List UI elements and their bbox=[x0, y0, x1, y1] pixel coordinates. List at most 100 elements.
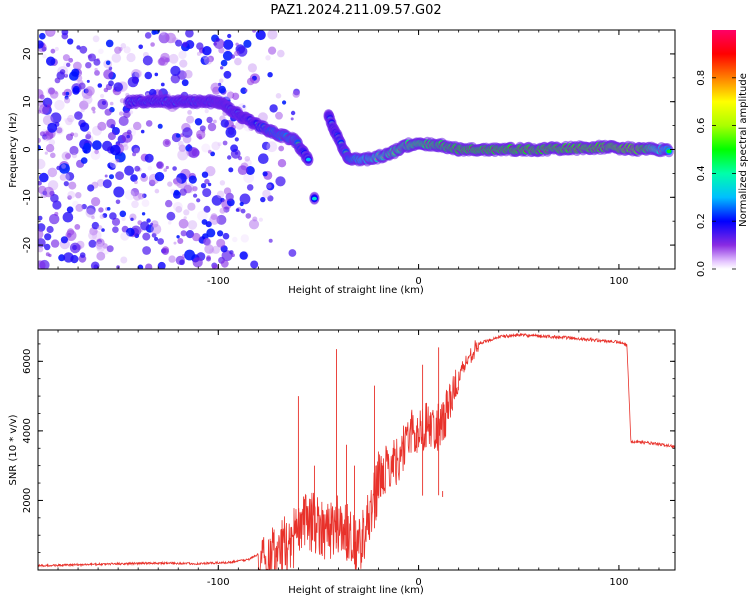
spectrogram-speckle bbox=[130, 174, 138, 182]
spectrogram-speckle bbox=[62, 91, 67, 96]
spectrogram-speckle bbox=[194, 118, 203, 126]
spectrogram-speckle bbox=[220, 119, 229, 128]
spectrogram-speckle bbox=[91, 221, 100, 230]
spectrogram-speckle bbox=[73, 61, 82, 71]
spectrogram-speckle bbox=[160, 52, 170, 63]
snr-xlabel: Height of straight line (km) bbox=[288, 585, 424, 596]
spectrogram-speckle bbox=[166, 211, 176, 221]
spectrogram-speckle bbox=[222, 140, 228, 146]
spectrogram-speckle bbox=[258, 217, 263, 222]
spectrogram-speckle bbox=[98, 48, 104, 55]
spectrogram-speckle bbox=[76, 45, 81, 50]
spectrogram-speckle bbox=[130, 217, 134, 221]
spectrogram-speckle bbox=[56, 165, 61, 171]
spectrogram-speckle bbox=[278, 145, 285, 152]
spectrogram-speckle bbox=[46, 56, 56, 66]
spectrogram-speckle bbox=[80, 107, 85, 113]
spectrogram-speckle bbox=[141, 199, 150, 208]
spectrogram-speckle bbox=[138, 44, 143, 50]
spectrogram-speckle bbox=[64, 95, 69, 100]
spectrogram-speckle bbox=[252, 216, 258, 222]
spectrogram-speckle bbox=[154, 188, 160, 194]
spectrogram-speckle bbox=[74, 111, 83, 120]
spectrogram-speckle bbox=[61, 164, 66, 169]
spectrogram-speckle bbox=[223, 187, 232, 195]
spectrogram-speckle bbox=[245, 166, 255, 175]
spectrogram-speckle bbox=[131, 69, 141, 79]
colorbar-tick-label: 0.0 bbox=[696, 261, 707, 277]
spectrogram-speckle bbox=[142, 55, 153, 66]
spectrogram-speckle bbox=[141, 212, 146, 216]
spectrogram-speckle bbox=[234, 151, 239, 155]
spectrogram-speckle bbox=[210, 82, 221, 93]
spectrogram-speckle bbox=[183, 216, 187, 220]
spectrogram-speckle bbox=[187, 110, 193, 115]
spectrogram-speckle bbox=[142, 232, 151, 241]
spectrogram-speckle bbox=[91, 106, 96, 112]
spectrogram-speckle bbox=[178, 50, 187, 60]
spectrogram-speckle bbox=[49, 90, 59, 99]
spectrogram-speckle bbox=[79, 100, 89, 110]
spectrogram-speckle bbox=[109, 212, 117, 220]
spectrogram-speckle bbox=[170, 74, 180, 84]
spectrogram-speckle bbox=[237, 156, 243, 161]
spectrogram-speckle bbox=[109, 174, 114, 180]
spectrogram-speckle bbox=[218, 78, 224, 84]
y-tick-label: 20 bbox=[22, 48, 33, 61]
spectrogram-speckle bbox=[225, 126, 237, 138]
spectrogram-speckle bbox=[47, 122, 58, 133]
spectrogram-speckle bbox=[227, 91, 235, 99]
spectrogram-speckle bbox=[246, 184, 254, 191]
spectrogram-speckle bbox=[44, 233, 52, 241]
y-tick-label: 6000 bbox=[22, 349, 33, 374]
spectrogram-speckle bbox=[184, 249, 196, 261]
spectrogram-speckle bbox=[112, 226, 119, 233]
spectrogram-speckle bbox=[65, 153, 71, 159]
spectrogram-speckle bbox=[223, 70, 232, 79]
spectrogram-speckle bbox=[68, 181, 77, 190]
spectrogram-speckle bbox=[106, 207, 111, 211]
spectrogram-speckle bbox=[120, 256, 128, 264]
spectrogram-speckle bbox=[59, 173, 67, 181]
spectrogram-speckle bbox=[211, 141, 221, 151]
spectrogram-speckle bbox=[207, 149, 212, 154]
spectrogram-speckle bbox=[121, 216, 126, 222]
spectrogram-speckle bbox=[277, 159, 287, 168]
spectrogram-speckle bbox=[74, 224, 81, 230]
spectrogram-speckle bbox=[119, 111, 124, 116]
spectrogram-speckle bbox=[206, 256, 211, 262]
spectrogram-speckle bbox=[64, 97, 71, 104]
spectrogram-speckle bbox=[113, 82, 123, 92]
spectrogram-speckle bbox=[177, 149, 189, 161]
spectrogram-speckle bbox=[290, 110, 296, 116]
spectrogram-speckle bbox=[145, 120, 153, 127]
spectrogram-speckle bbox=[268, 238, 273, 243]
spectrogram-speckle bbox=[111, 53, 122, 63]
spectrogram-speckle bbox=[73, 132, 79, 138]
spectrogram-speckle bbox=[132, 76, 138, 82]
spectrogram-speckle bbox=[240, 87, 247, 94]
spectrogram-speckle bbox=[47, 167, 58, 178]
spectrogram-speckle bbox=[86, 131, 92, 136]
spectrogram-speckle bbox=[118, 116, 129, 126]
spectrogram-speckle bbox=[247, 63, 257, 73]
spectrogram-speckle bbox=[38, 229, 44, 240]
colorbar-tick-label: 0.8 bbox=[696, 70, 707, 86]
spectrogram-speckle bbox=[38, 158, 46, 170]
spectrogram-speckle bbox=[250, 260, 259, 269]
spectrogram-speckle bbox=[234, 137, 239, 142]
spectrogram-speckle bbox=[150, 42, 155, 47]
spectrogram-speckle bbox=[46, 225, 54, 234]
spectrogram-speckle bbox=[46, 30, 55, 36]
spectrogram-speckle bbox=[262, 189, 271, 199]
spectrogram-speckle bbox=[193, 193, 198, 198]
spectrogram-speckle bbox=[61, 30, 69, 36]
spectrogram-speckle bbox=[43, 186, 54, 198]
spectrogram-speckle bbox=[44, 151, 48, 155]
spectrogram-speckle bbox=[176, 173, 187, 184]
spectrogram-speckle bbox=[275, 93, 282, 99]
spectrogram-speckle bbox=[79, 45, 88, 54]
spectrogram-speckle bbox=[102, 213, 108, 218]
spectrogram-speckle bbox=[227, 33, 232, 39]
